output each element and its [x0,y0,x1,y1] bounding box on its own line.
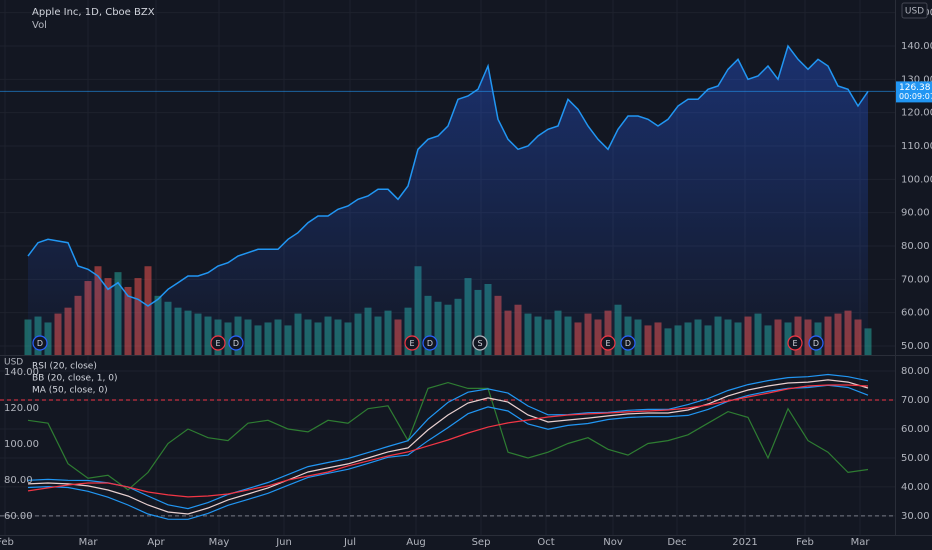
last-price-box [896,81,932,103]
y-tick-label: 120.00 [901,108,932,119]
y-tick-label: 100.00 [901,174,932,185]
x-tick-label: Mar [851,537,871,548]
event-label: D [625,339,631,348]
event-label: D [233,339,239,348]
event-marker [787,335,803,351]
x-tick-label: May [209,537,230,548]
y2-tick-label: 70.00 [901,395,930,406]
event-label: E [792,339,797,348]
volume-label: Vol [32,20,47,31]
price-line [27,44,869,307]
band-upper [27,373,869,510]
y2-tick-label: 60.00 [901,424,930,435]
event-label: E [215,339,220,348]
legend-entry: BB (20, close, 1, 0) [32,374,117,384]
event-marker [228,335,244,351]
y-tick-label-left: 120.00 [4,403,39,414]
x-tick-label: Sep [472,537,491,548]
x-tick-label: Feb [796,537,814,548]
event-label: D [427,339,433,348]
event-marker [808,335,824,351]
y2-tick-label: 30.00 [901,511,930,522]
x-tick-label: Dec [667,537,686,548]
event-label: D [37,339,43,348]
chart-title: Apple Inc, 1D, Cboe BZX [32,7,155,18]
event-marker [472,335,488,351]
price-area [28,46,868,355]
axes: 50.00 60.00 70.00 80.00 90.00 100.00 110.00 120… [0,8,932,548]
event-marker [32,335,48,351]
event-label: E [605,339,610,348]
y2-tick-label: 50.00 [901,453,930,464]
x-tick-label: Oct [537,537,554,548]
currency[interactable]: USD [905,7,924,17]
y-tick-label-left: 80.00 [4,475,33,486]
event-marker [210,335,226,351]
y-tick-label: 50.00 [901,341,930,352]
indicator-line [27,381,869,491]
x-tick-label: Aug [406,537,426,548]
indicator-line [27,384,869,498]
indicator-line [27,379,869,515]
y-tick-label: 140.00 [901,41,932,52]
x-tick-label: Feb [0,537,14,548]
y-tick-label-left: 100.00 [4,439,39,450]
y-tick-label-left: 140.00 [4,367,39,378]
y2-tick-label: 80.00 [901,366,930,377]
x-tick-label: Jul [343,537,356,548]
event-marker [422,335,438,351]
x-tick-label: Jun [275,537,292,548]
x-tick-label: 2021 [732,537,757,548]
event-marker [404,335,420,351]
currency-box[interactable] [901,2,928,19]
event-marker [600,335,616,351]
y-tick-label: 110.00 [901,141,932,152]
y-tick-label: 80.00 [901,241,930,252]
y-tick-label: 70.00 [901,274,930,285]
legend-entry: MA (50, close, 0) [32,386,108,396]
event-marker [620,335,636,351]
y2-tick-label: 40.00 [901,482,930,493]
y-tick-label: 90.00 [901,208,930,219]
event-label: D [813,339,819,348]
y-tick-label-left: 60.00 [4,511,33,522]
y-tick-label: 60.00 [901,308,930,319]
indicator-currency: USD [4,358,23,368]
event-label: S [477,339,482,348]
x-tick-label: Mar [79,537,99,548]
x-tick-label: Apr [147,537,165,548]
last-price-label: 126.38 [899,83,931,93]
legend-entry: RSI (20, close) [32,362,97,372]
x-tick-label: Nov [603,537,623,548]
event-label: E [409,339,414,348]
y-tick-label: 130.00 [901,74,932,85]
countdown-label: 00:09:07 [899,92,932,101]
